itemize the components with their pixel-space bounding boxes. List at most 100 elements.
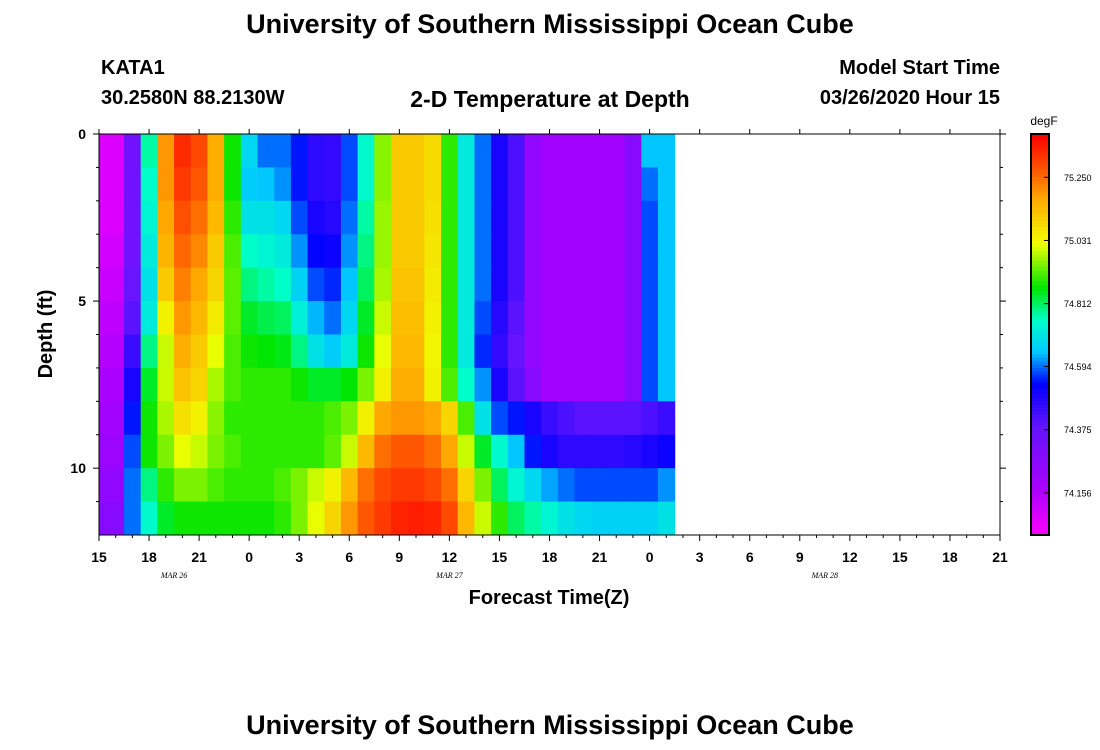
heatmap-cell — [190, 367, 209, 402]
heatmap-cell — [641, 401, 659, 436]
heatmap-cell — [290, 200, 309, 235]
heatmap-cell — [174, 434, 192, 469]
heatmap-cell — [274, 434, 292, 469]
heatmap-cell — [124, 434, 142, 469]
heatmap-cells — [99, 134, 676, 535]
heatmap-cell — [390, 267, 409, 302]
heatmap-cell — [190, 134, 209, 169]
heatmap-cell — [541, 367, 559, 402]
heatmap-cell — [99, 334, 108, 369]
heatmap-cell — [157, 367, 175, 402]
colorbar-swatch — [1031, 374, 1049, 379]
heatmap-cell — [240, 301, 259, 336]
heatmap-cell — [457, 501, 476, 535]
colorbar-swatch — [1031, 384, 1049, 389]
heatmap-cell — [507, 234, 526, 269]
heatmap-cell — [407, 301, 425, 336]
heatmap-cell — [307, 167, 325, 202]
x-tick-label: 15 — [892, 549, 908, 565]
heatmap-cell — [207, 167, 225, 202]
heatmap-cell — [124, 267, 142, 302]
colorbar-swatch — [1031, 307, 1049, 312]
colorbar-swatch — [1031, 187, 1049, 192]
heatmap-cell — [107, 334, 125, 369]
colorbar-swatch — [1031, 518, 1049, 523]
heatmap-cell — [107, 401, 125, 436]
heatmap-cell — [190, 301, 209, 336]
heatmap-cell — [240, 267, 259, 302]
colorbar-swatch — [1031, 494, 1049, 499]
colorbar-tick-label: 75.250 — [1064, 173, 1092, 183]
colorbar-swatch — [1031, 347, 1049, 352]
heatmap-cell — [491, 334, 509, 369]
heatmap-cell — [107, 301, 125, 336]
heatmap-cell — [457, 434, 476, 469]
heatmap-cell — [124, 401, 142, 436]
heatmap-cell — [307, 367, 325, 402]
heatmap-cell — [240, 167, 259, 202]
heatmap-cell — [574, 334, 592, 369]
colorbar-swatch — [1031, 514, 1049, 519]
x-tick-label: 18 — [942, 549, 958, 565]
heatmap-cell — [624, 267, 642, 302]
heatmap-cell — [591, 434, 609, 469]
heatmap-cell — [374, 200, 392, 235]
heatmap-cell — [324, 334, 342, 369]
heatmap-cell — [257, 301, 275, 336]
heatmap-cell — [174, 367, 192, 402]
heatmap-cell — [174, 468, 192, 503]
colorbar-swatch — [1031, 257, 1049, 262]
heatmap-cell — [257, 367, 275, 402]
colorbar-swatch — [1031, 501, 1049, 506]
colorbar-swatch — [1031, 331, 1049, 336]
heatmap-cell — [190, 401, 209, 436]
date-label: MAR 28 — [811, 571, 838, 580]
colorbar-swatch — [1031, 361, 1049, 366]
heatmap-cell — [257, 167, 275, 202]
colorbar-swatch — [1031, 418, 1049, 422]
colorbar-swatch — [1031, 404, 1049, 409]
heatmap-cell — [207, 134, 225, 169]
heatmap-cell — [557, 334, 576, 369]
heatmap-cell — [307, 134, 325, 169]
heatmap-cell — [574, 234, 592, 269]
x-tick-label: 21 — [992, 549, 1008, 565]
x-tick-label: 18 — [141, 549, 157, 565]
heatmap-cell — [641, 434, 659, 469]
heatmap-cell — [157, 200, 175, 235]
x-tick-label: 3 — [696, 549, 704, 565]
heatmap-cell — [574, 367, 592, 402]
y-tick-label: 0 — [78, 126, 86, 142]
heatmap-cell — [224, 434, 242, 469]
heatmap-cell — [507, 434, 526, 469]
colorbar-swatch — [1031, 408, 1049, 412]
colorbar-swatch — [1031, 448, 1049, 453]
heatmap-cell — [340, 334, 359, 369]
colorbar-swatch — [1031, 144, 1049, 148]
heatmap-cell — [224, 401, 242, 436]
heatmap-cell — [474, 267, 492, 302]
heatmap-cell — [290, 468, 309, 503]
heatmap-cell — [374, 234, 392, 269]
heatmap-cell — [124, 200, 142, 235]
colorbar-swatch — [1031, 451, 1049, 456]
heatmap-cell — [99, 468, 108, 503]
heatmap-cell — [607, 234, 626, 269]
heatmap-cell — [591, 301, 609, 336]
colorbar-swatch — [1031, 458, 1049, 463]
heatmap-cell — [340, 468, 359, 503]
heatmap-cell — [657, 434, 676, 469]
heatmap-cell — [290, 234, 309, 269]
heatmap-cell — [624, 134, 642, 169]
heatmap-cell — [491, 468, 509, 503]
heatmap-cell — [99, 234, 108, 269]
heatmap-cell — [240, 501, 259, 535]
heatmap-cell — [157, 167, 175, 202]
heatmap-cell — [324, 134, 342, 169]
heatmap-cell — [524, 501, 542, 535]
heatmap-cell — [124, 234, 142, 269]
colorbar-swatch — [1031, 438, 1049, 443]
heatmap-cell — [541, 267, 559, 302]
heatmap-cell — [324, 200, 342, 235]
heatmap-cell — [174, 167, 192, 202]
